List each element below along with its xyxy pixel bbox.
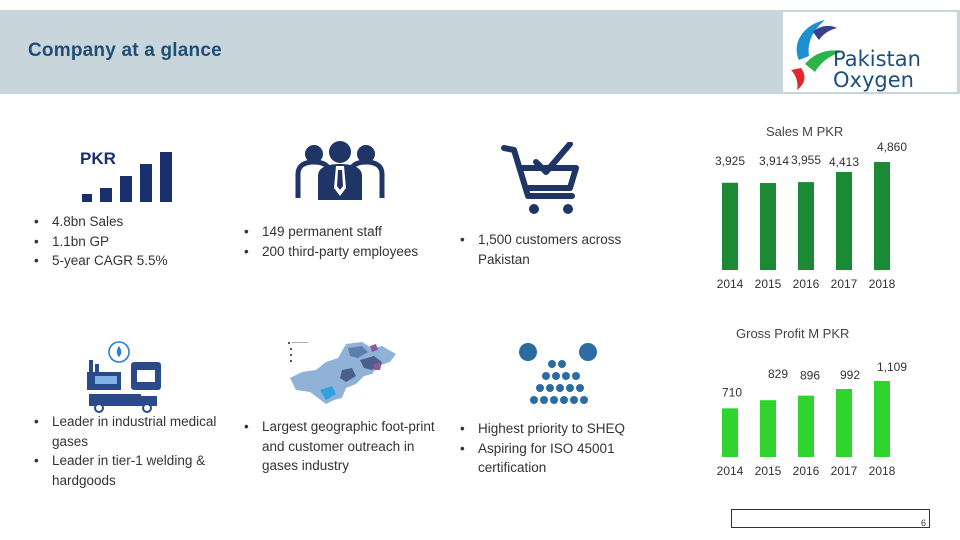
logo-text-line1: Pakistan	[833, 47, 921, 71]
pkr-bar-chart-icon: PKR	[80, 149, 172, 202]
logo-swirl-icon	[791, 20, 841, 90]
data-label: 896	[800, 369, 820, 383]
x-tick-label: 2018	[869, 277, 896, 291]
x-tick-label: 2018	[869, 464, 896, 478]
gross-profit-chart-title: Gross Profit M PKR	[736, 326, 850, 341]
list-item: Leader in tier-1 welding & hardgoods	[30, 451, 220, 490]
slide-title: Company at a glance	[28, 40, 222, 61]
data-label: 4,860	[877, 140, 907, 154]
kpi-sales-bullets: 4.8bn Sales 1.1bn GP 5-year CAGR 5.5%	[30, 212, 200, 271]
bar	[760, 183, 776, 270]
bar	[798, 182, 814, 270]
list-item: Leader in industrial medical gases	[30, 412, 220, 451]
bar	[760, 400, 776, 457]
data-label: 3,914	[759, 154, 789, 168]
list-item: 149 permanent staff	[240, 222, 420, 242]
x-tick-label: 2016	[793, 277, 820, 291]
list-item: 200 third-party employees	[240, 242, 420, 262]
x-tick-label: 2014	[717, 464, 744, 478]
sheq-pyramid-icon	[519, 343, 597, 404]
x-tick-label: 2017	[831, 464, 858, 478]
bar	[874, 381, 890, 457]
bar	[722, 408, 738, 457]
list-item: Largest geographic foot-print and custom…	[240, 417, 445, 476]
bar	[836, 389, 852, 457]
gross-profit-bar-chart: 710 2014 829 2015 896 2016 992 2017 1,109 2018	[717, 360, 908, 478]
list-item: 1.1bn GP	[30, 232, 200, 252]
page-number: 6	[920, 518, 926, 528]
data-label: 3,955	[791, 153, 821, 167]
data-label: 4,413	[829, 155, 859, 169]
pakistan-map-icon	[288, 342, 396, 404]
industrial-plant-truck-icon	[87, 341, 161, 413]
x-tick-label: 2014	[717, 277, 744, 291]
x-tick-label: 2017	[831, 277, 858, 291]
kpi-customers-bullets: 1,500 customers across Pakistan	[456, 230, 646, 269]
bar	[722, 182, 738, 270]
data-label: 3,925	[715, 154, 745, 168]
kpi-leadership-bullets: Leader in industrial medical gases Leade…	[30, 412, 220, 490]
shopping-cart-check-icon	[501, 142, 579, 214]
kpi-staff-bullets: 149 permanent staff 200 third-party empl…	[240, 222, 420, 261]
x-tick-label: 2016	[793, 464, 820, 478]
bar	[798, 395, 814, 457]
data-label: 1,109	[877, 360, 907, 374]
list-item: Aspiring for ISO 45001 certification	[456, 439, 646, 478]
list-item: 5-year CAGR 5.5%	[30, 251, 200, 271]
x-tick-label: 2015	[755, 464, 782, 478]
data-label: 710	[722, 385, 742, 399]
data-label: 829	[768, 367, 788, 381]
footer-box: 6	[731, 509, 930, 528]
sales-bar-chart: 3,925 2014 3,914 2015 3,955 2016 4,413 2017 4,86…	[715, 140, 907, 291]
pakistan-oxygen-logo: Pakistan Oxygen	[783, 12, 957, 92]
kpi-sheq-bullets: Highest priority to SHEQ Aspiring for IS…	[456, 419, 646, 478]
pkr-label: PKR	[80, 149, 116, 168]
x-tick-label: 2015	[755, 277, 782, 291]
bar	[874, 162, 890, 270]
bar	[836, 171, 852, 270]
list-item: Highest priority to SHEQ	[456, 419, 646, 439]
sales-chart-title: Sales M PKR	[766, 124, 844, 139]
data-label: 992	[840, 368, 860, 382]
kpi-geography-bullets: Largest geographic foot-print and custom…	[240, 417, 445, 476]
staff-group-icon	[295, 141, 385, 200]
list-item: 1,500 customers across Pakistan	[456, 230, 646, 269]
list-item: 4.8bn Sales	[30, 212, 200, 232]
logo-text-line2: Oxygen	[833, 68, 914, 92]
